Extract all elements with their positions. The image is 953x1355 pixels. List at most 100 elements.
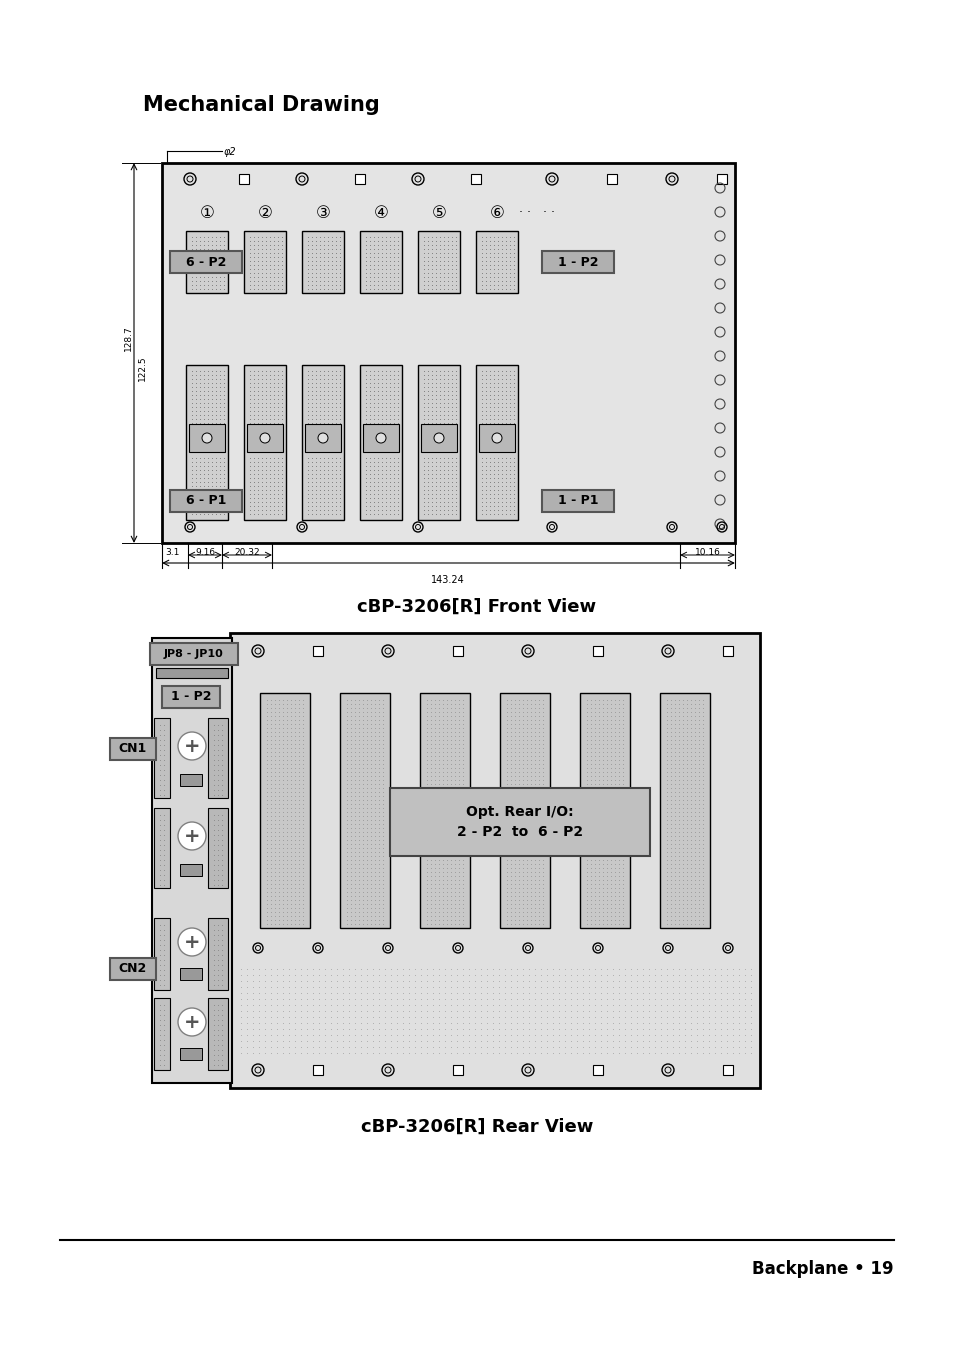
Point bbox=[455, 915, 470, 936]
Point bbox=[291, 757, 306, 779]
Point bbox=[667, 690, 682, 711]
Point bbox=[284, 302, 299, 324]
Point bbox=[364, 247, 379, 268]
Point bbox=[524, 257, 539, 279]
Point bbox=[304, 327, 319, 348]
Point bbox=[640, 741, 656, 763]
Point bbox=[587, 957, 602, 978]
Point bbox=[554, 367, 569, 389]
Point bbox=[371, 897, 386, 919]
Point bbox=[369, 312, 384, 333]
Point bbox=[469, 243, 484, 264]
Point bbox=[687, 837, 702, 859]
Point bbox=[639, 396, 654, 417]
Point bbox=[347, 1065, 362, 1087]
Point bbox=[706, 939, 721, 961]
Point bbox=[524, 317, 539, 339]
Point bbox=[359, 927, 375, 948]
Point bbox=[284, 442, 299, 463]
Point bbox=[324, 467, 339, 489]
Point bbox=[413, 909, 428, 931]
Point bbox=[244, 488, 259, 509]
Point bbox=[377, 1060, 393, 1081]
Point bbox=[359, 507, 375, 528]
Point bbox=[287, 988, 302, 1009]
Point bbox=[389, 237, 404, 259]
Point bbox=[491, 909, 506, 931]
Point bbox=[419, 833, 435, 855]
Point bbox=[324, 453, 339, 474]
Point bbox=[419, 858, 435, 879]
Point bbox=[719, 640, 734, 661]
Point bbox=[659, 1072, 674, 1093]
Point bbox=[679, 905, 694, 927]
Point bbox=[269, 897, 284, 919]
Point bbox=[379, 243, 395, 264]
Point bbox=[639, 248, 654, 270]
Point bbox=[164, 373, 179, 394]
Point bbox=[254, 472, 270, 493]
Point bbox=[679, 797, 694, 818]
Point bbox=[299, 981, 314, 1003]
Point bbox=[257, 939, 273, 961]
Point bbox=[291, 766, 306, 787]
Point bbox=[657, 255, 672, 276]
Point bbox=[378, 274, 394, 295]
Point bbox=[617, 825, 632, 847]
Point bbox=[706, 969, 721, 991]
Point bbox=[647, 970, 662, 992]
Point bbox=[478, 457, 494, 478]
Point bbox=[605, 892, 620, 913]
Point bbox=[343, 873, 358, 894]
Point bbox=[281, 921, 296, 943]
Point bbox=[319, 237, 335, 259]
Point bbox=[580, 669, 596, 691]
Point bbox=[494, 238, 509, 260]
Point bbox=[431, 905, 446, 927]
Point bbox=[204, 412, 219, 434]
Point bbox=[504, 462, 519, 484]
Point bbox=[224, 312, 239, 333]
Point bbox=[478, 897, 494, 919]
Point bbox=[671, 988, 686, 1009]
Point bbox=[404, 438, 419, 459]
Point bbox=[443, 789, 458, 810]
Point bbox=[443, 1000, 458, 1022]
Point bbox=[473, 993, 488, 1015]
Point bbox=[682, 921, 698, 943]
Point bbox=[461, 717, 476, 738]
Point bbox=[271, 869, 286, 890]
Point bbox=[538, 995, 554, 1016]
Point bbox=[311, 694, 326, 715]
Point bbox=[443, 741, 458, 763]
Point bbox=[365, 939, 380, 961]
Point bbox=[594, 467, 609, 489]
Point bbox=[269, 438, 284, 459]
Point bbox=[451, 905, 466, 927]
Point bbox=[639, 332, 654, 354]
Point bbox=[514, 453, 529, 474]
Point bbox=[204, 388, 219, 409]
Point bbox=[557, 995, 572, 1016]
Point bbox=[419, 862, 435, 883]
Point bbox=[582, 725, 598, 747]
Point bbox=[367, 885, 382, 906]
Point bbox=[742, 843, 758, 864]
Point bbox=[509, 1011, 524, 1033]
Point bbox=[563, 747, 578, 768]
Point bbox=[409, 423, 424, 444]
Point bbox=[509, 1012, 524, 1034]
Point bbox=[257, 999, 273, 1020]
Point bbox=[518, 462, 534, 484]
Point bbox=[431, 864, 446, 886]
Point bbox=[287, 897, 302, 919]
Point bbox=[317, 747, 333, 768]
Point bbox=[569, 711, 584, 733]
Point bbox=[367, 709, 382, 730]
Point bbox=[538, 1072, 554, 1093]
Point bbox=[675, 789, 690, 810]
Point bbox=[339, 397, 355, 419]
Point bbox=[564, 462, 579, 484]
Point bbox=[602, 893, 618, 915]
Point bbox=[323, 783, 338, 805]
